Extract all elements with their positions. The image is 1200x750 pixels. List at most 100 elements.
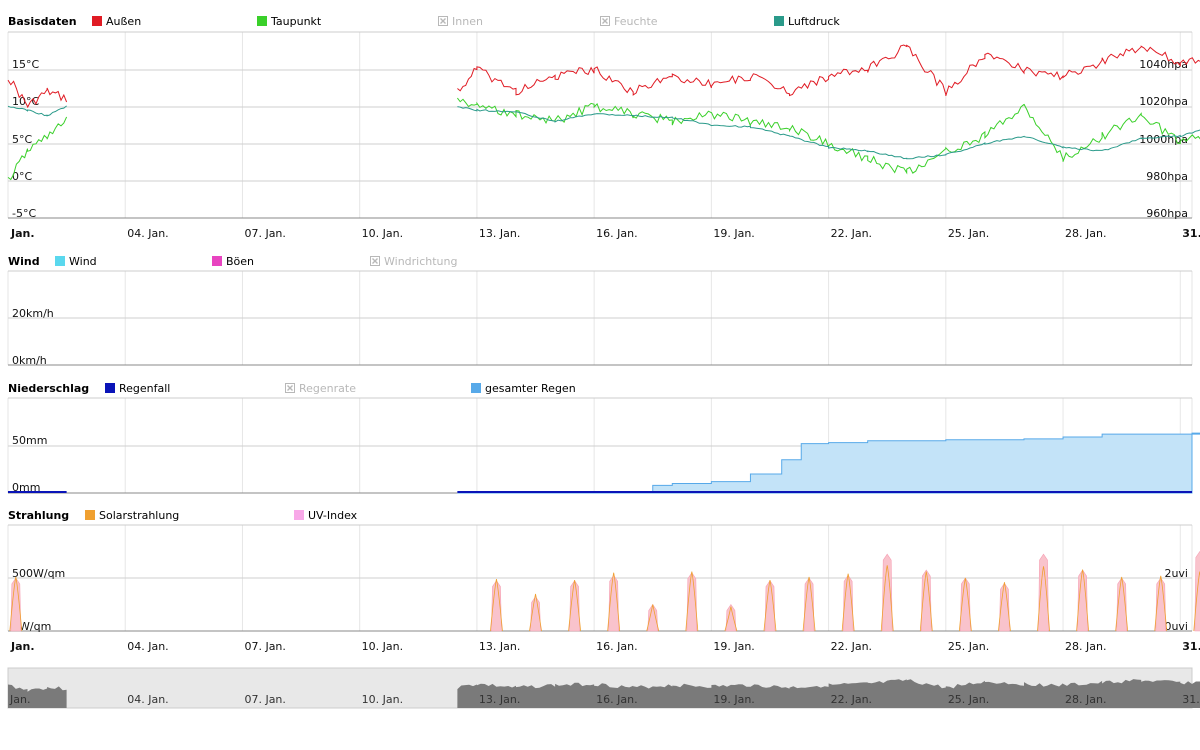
x-tick-label: 16. Jan. bbox=[596, 640, 637, 653]
legend-label: Solarstrahlung bbox=[99, 509, 179, 522]
x-tick-label: 19. Jan. bbox=[713, 640, 754, 653]
x-tick-label: 04. Jan. bbox=[127, 227, 168, 240]
legend-label: Wind bbox=[69, 255, 97, 268]
y-right-tick-label: 980hpa bbox=[1146, 170, 1188, 183]
legend-item[interactable]: Feuchte bbox=[600, 15, 658, 28]
uv-index-peak bbox=[999, 582, 1010, 632]
legend-label: Innen bbox=[452, 15, 483, 28]
series-line-außen bbox=[7, 79, 68, 108]
y-tick-label: 0km/h bbox=[12, 354, 47, 367]
series-line-taupunkt bbox=[7, 116, 68, 181]
y-tick-label: 0mm bbox=[12, 481, 40, 494]
uv-index-peak bbox=[842, 574, 854, 632]
legend-label: Außen bbox=[106, 15, 141, 28]
navigator-tick-label: 31. Jan. bbox=[1182, 693, 1200, 706]
solar-radiation-peak bbox=[998, 582, 1011, 632]
legend-item[interactable]: Windrichtung bbox=[370, 255, 458, 268]
uv-index-peak bbox=[960, 577, 971, 632]
solar-radiation-peak bbox=[880, 565, 894, 632]
legend-item[interactable]: Außen bbox=[92, 15, 141, 28]
legend-swatch bbox=[92, 16, 102, 26]
legend-swatch bbox=[471, 383, 481, 393]
y-right-tick-label: 1020hpa bbox=[1139, 95, 1188, 108]
x-tick-label: 13. Jan. bbox=[479, 227, 520, 240]
panel-title: Strahlung bbox=[8, 509, 69, 522]
y-tick-label: -5°C bbox=[12, 207, 36, 220]
legend-label: Böen bbox=[226, 255, 254, 268]
navigator-tick-label: 22. Jan. bbox=[831, 693, 872, 706]
uv-index-peak bbox=[881, 553, 893, 632]
uv-index-peak bbox=[530, 596, 541, 632]
navigator-tick-label: 13. Jan. bbox=[479, 693, 520, 706]
solar-radiation-peak bbox=[9, 576, 23, 632]
legend-item[interactable]: Solarstrahlung bbox=[85, 509, 179, 522]
legend-item[interactable]: Regenfall bbox=[105, 382, 170, 395]
x-tick-label: Jan. bbox=[10, 640, 35, 653]
legend-label: Taupunkt bbox=[270, 15, 322, 28]
y-tick-label: 0°C bbox=[12, 170, 32, 183]
x-tick-label: 31. Jan. bbox=[1182, 227, 1200, 240]
x-tick-label: 28. Jan. bbox=[1065, 227, 1106, 240]
legend-item[interactable]: Taupunkt bbox=[257, 15, 322, 28]
uv-index-peak bbox=[1038, 553, 1049, 632]
series-line-taupunkt bbox=[457, 97, 1200, 175]
y-tick-label: 15°C bbox=[12, 58, 39, 71]
x-tick-label: Jan. bbox=[10, 227, 35, 240]
panel-solar: Strahlung Solarstrahlung UV-Index500W/qm0W… bbox=[7, 509, 1200, 633]
legend-item[interactable]: UV-Index bbox=[294, 509, 358, 522]
panel-title: Niederschlag bbox=[8, 382, 89, 395]
navigator-tick-label: 16. Jan. bbox=[596, 693, 637, 706]
x-tick-label: 04. Jan. bbox=[127, 640, 168, 653]
x-tick-label: 10. Jan. bbox=[362, 227, 403, 240]
legend-item[interactable]: Regenrate bbox=[285, 382, 357, 395]
series-line-außen bbox=[457, 44, 1200, 97]
x-tick-label: 28. Jan. bbox=[1065, 640, 1106, 653]
y-tick-label: 50mm bbox=[12, 434, 47, 447]
solar-radiation-peak bbox=[685, 571, 699, 632]
uv-index-peak bbox=[491, 580, 502, 632]
solar-radiation-peak bbox=[958, 577, 972, 632]
navigator[interactable]: Jan. 04. Jan. 07. Jan. 10. Jan. 13. Jan. 16. … bbox=[7, 667, 1200, 709]
uv-index-peak bbox=[920, 569, 932, 632]
solar-radiation-peak bbox=[529, 593, 542, 632]
solar-radiation-peak bbox=[1076, 569, 1089, 632]
legend-swatch bbox=[774, 16, 784, 26]
legend-swatch bbox=[294, 510, 304, 520]
legend-item[interactable]: Böen bbox=[212, 255, 254, 268]
panel-title: Wind bbox=[8, 255, 40, 268]
legend-item[interactable]: Wind bbox=[55, 255, 97, 268]
legend-swatch bbox=[85, 510, 95, 520]
solar-radiation-peak bbox=[724, 606, 738, 632]
x-tick-label: 07. Jan. bbox=[244, 640, 285, 653]
legend-item[interactable]: Luftdruck bbox=[774, 15, 840, 28]
legend-label: UV-Index bbox=[308, 509, 358, 522]
uv-index-peak bbox=[764, 580, 776, 632]
uv-index-peak bbox=[803, 577, 815, 632]
x-tick-label: 07. Jan. bbox=[244, 227, 285, 240]
navigator-tick-label: 28. Jan. bbox=[1065, 693, 1106, 706]
y-tick-label: 5°C bbox=[12, 133, 32, 146]
y-right-tick-label: 960hpa bbox=[1146, 207, 1188, 220]
panel-title: Basisdaten bbox=[8, 15, 77, 28]
y-tick-label: 500W/qm bbox=[12, 567, 65, 580]
panel-rain: Niederschlag Regenfall Regenrate gesamter R… bbox=[7, 382, 1200, 494]
legend-label: Regenrate bbox=[299, 382, 356, 395]
series-line-luftdruck bbox=[457, 106, 1200, 160]
legend-item[interactable]: gesamter Regen bbox=[471, 382, 576, 395]
x-tick-label: 13. Jan. bbox=[479, 640, 520, 653]
x-tick-label: 25. Jan. bbox=[948, 640, 989, 653]
y-tick-label: 20km/h bbox=[12, 307, 54, 320]
legend-swatch bbox=[257, 16, 267, 26]
legend-item[interactable]: Innen bbox=[438, 15, 483, 28]
legend-label: Luftdruck bbox=[788, 15, 840, 28]
solar-radiation-peak bbox=[646, 604, 660, 632]
solar-radiation-peak bbox=[568, 580, 581, 632]
series-line-luftdruck bbox=[7, 105, 67, 117]
navigator-tick-label: 10. Jan. bbox=[362, 693, 403, 706]
solar-radiation-peak bbox=[1154, 575, 1168, 632]
y-right-tick-label: 0uvi bbox=[1164, 620, 1188, 633]
panel-basis: Basisdaten Außen Taupunkt Innen Feuchte Luftd… bbox=[7, 15, 1200, 220]
uv-index-peak bbox=[647, 603, 659, 632]
legend-swatch bbox=[212, 256, 222, 266]
